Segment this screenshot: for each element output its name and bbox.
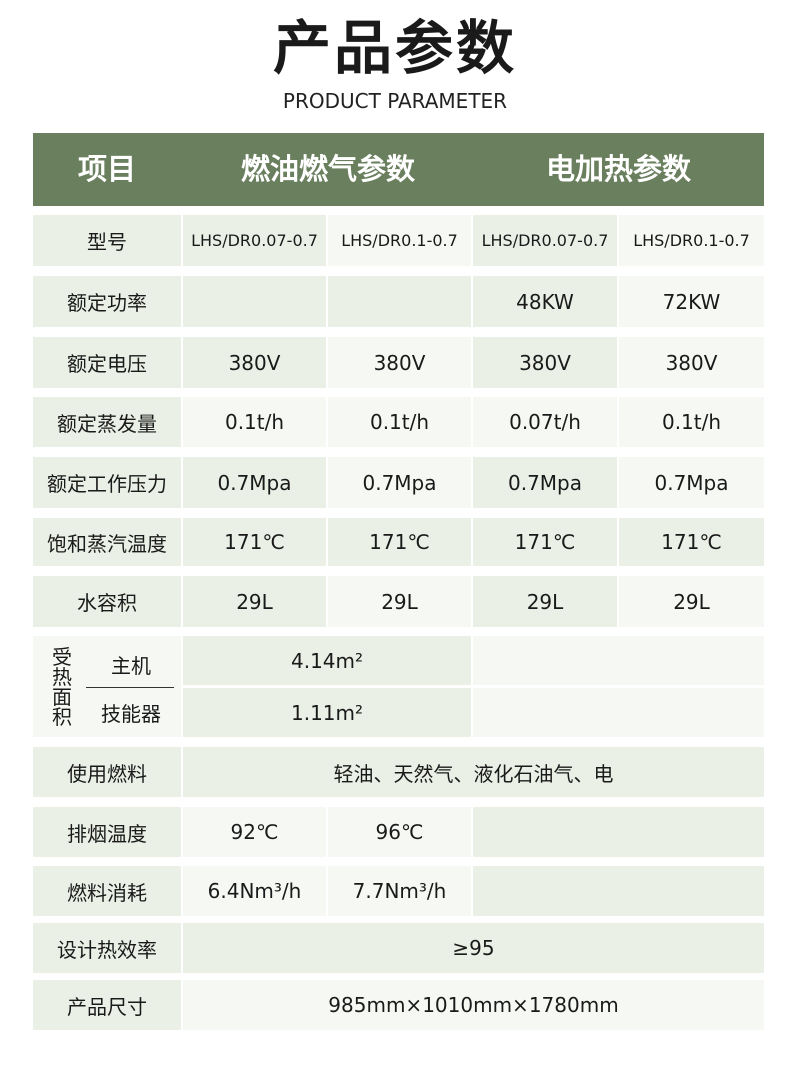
voltage-cell-2: 380V: [328, 337, 471, 388]
row-label-power: 额定功率: [33, 276, 181, 327]
page-title: 产品参数: [272, 14, 517, 82]
fuel-value: 轻油、天然气、液化石油气、电: [183, 747, 764, 797]
row-label-water: 水容积: [33, 576, 181, 627]
power-cell-2: [328, 276, 471, 327]
power-cell-1: [183, 276, 326, 327]
evaporation-cell-1: 0.1t/h: [183, 397, 326, 447]
row-label-size: 产品尺寸: [33, 980, 181, 1030]
pressure-cell-2: 0.7Mpa: [328, 457, 471, 508]
heating-area-divider: [86, 687, 174, 688]
steam-temp-cell-3: 171℃: [473, 518, 617, 566]
power-cell-3: 48KW: [473, 276, 617, 327]
exhaust-cell-2: 96℃: [328, 807, 471, 857]
heating-area-label-cell: [33, 636, 181, 737]
pressure-cell-1: 0.7Mpa: [183, 457, 326, 508]
heating-area-economizer-value: 1.11m²: [183, 688, 471, 737]
voltage-cell-3: 380V: [473, 337, 617, 388]
consumption-cell-1: 6.4Nm³/h: [183, 866, 326, 916]
header-fuel-gas: 燃油燃气参数: [240, 152, 415, 186]
row-label-voltage: 额定电压: [33, 337, 181, 388]
heating-area-economizer-electric: [473, 688, 764, 737]
evaporation-cell-4: 0.1t/h: [619, 397, 764, 447]
exhaust-cell-1: 92℃: [183, 807, 326, 857]
power-cell-4: 72KW: [619, 276, 764, 327]
row-label-exhaust: 排烟温度: [33, 807, 181, 857]
evaporation-cell-3: 0.07t/h: [473, 397, 617, 447]
row-label-model: 型号: [33, 215, 181, 266]
row-label-steam-temp: 饱和蒸汽温度: [33, 518, 181, 566]
row-label-pressure: 额定工作压力: [33, 457, 181, 508]
pressure-cell-3: 0.7Mpa: [473, 457, 617, 508]
model-cell-4: LHS/DR0.1-0.7: [619, 215, 764, 266]
voltage-cell-4: 380V: [619, 337, 764, 388]
model-cell-3: LHS/DR0.07-0.7: [473, 215, 617, 266]
header-electric: 电加热参数: [545, 152, 691, 186]
water-cell-1: 29L: [183, 576, 326, 627]
table-header: 项目 燃油燃气参数 电加热参数: [33, 133, 764, 206]
row-label-consumption: 燃料消耗: [33, 866, 181, 916]
heating-area-economizer-label: 技能器: [101, 701, 161, 726]
size-value: 985mm×1010mm×1780mm: [183, 980, 764, 1030]
header-item: 项目: [77, 152, 136, 186]
heating-area-main-value: 4.14m²: [183, 636, 471, 685]
page-subtitle: PRODUCT PARAMETER: [282, 89, 508, 113]
water-cell-3: 29L: [473, 576, 617, 627]
heating-area-char-1: 受: [52, 645, 72, 669]
consumption-electric: [473, 866, 764, 916]
water-cell-4: 29L: [619, 576, 764, 627]
row-label-evaporation: 额定蒸发量: [33, 397, 181, 447]
heating-area-main-electric: [473, 636, 764, 685]
evaporation-cell-2: 0.1t/h: [328, 397, 471, 447]
steam-temp-cell-4: 171℃: [619, 518, 764, 566]
voltage-cell-1: 380V: [183, 337, 326, 388]
row-label-efficiency: 设计热效率: [33, 923, 181, 973]
heating-area-main-label: 主机: [111, 653, 151, 678]
model-cell-2: LHS/DR0.1-0.7: [328, 215, 471, 266]
efficiency-value: ≥95: [183, 923, 764, 973]
heating-area-vertical-label: 受 热 面 积: [44, 641, 80, 733]
consumption-cell-2: 7.7Nm³/h: [328, 866, 471, 916]
water-cell-2: 29L: [328, 576, 471, 627]
heating-area-char-4: 积: [52, 705, 72, 729]
steam-temp-cell-2: 171℃: [328, 518, 471, 566]
row-label-fuel: 使用燃料: [33, 747, 181, 797]
heating-area-char-2: 热: [52, 665, 72, 689]
heating-area-char-3: 面: [52, 685, 72, 709]
steam-temp-cell-1: 171℃: [183, 518, 326, 566]
exhaust-electric: [473, 807, 764, 857]
model-cell-1: LHS/DR0.07-0.7: [183, 215, 326, 266]
pressure-cell-4: 0.7Mpa: [619, 457, 764, 508]
